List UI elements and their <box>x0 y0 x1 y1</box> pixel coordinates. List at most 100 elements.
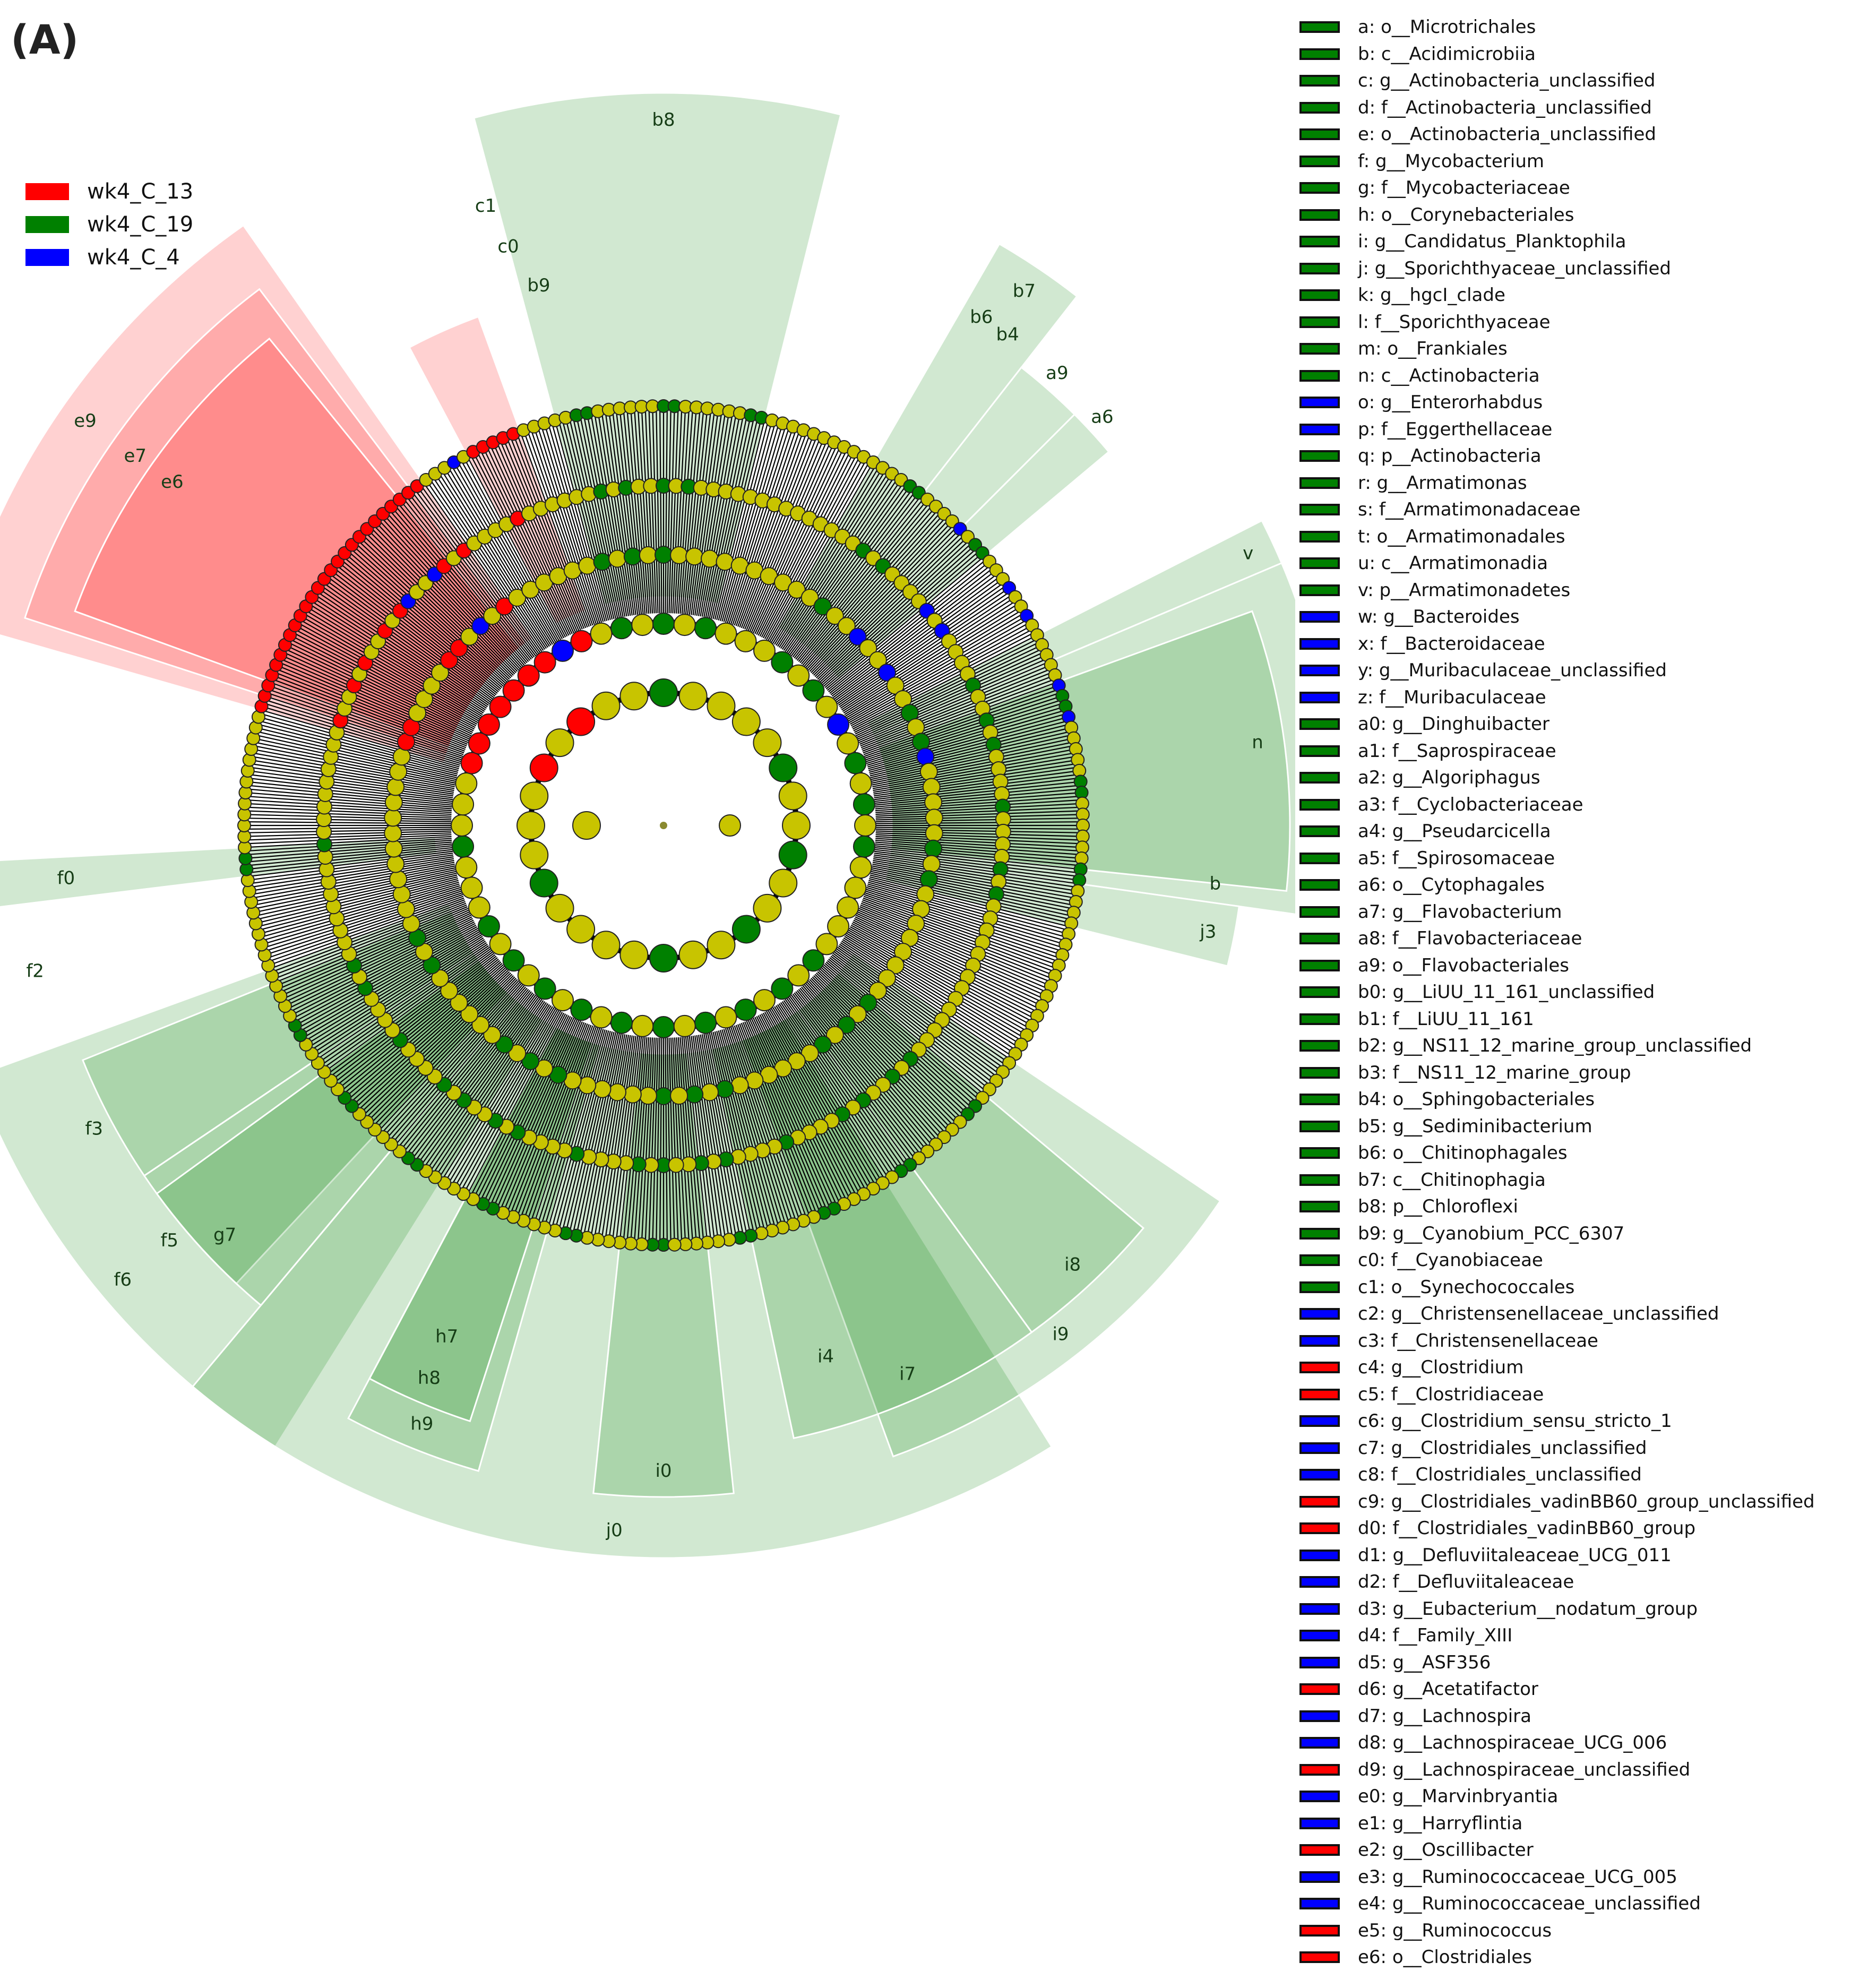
tree-spoke <box>242 853 453 882</box>
clade-node <box>520 781 549 811</box>
clade-node <box>700 549 719 568</box>
taxon-key-label: t: o__Armatimonadales <box>1358 526 1565 547</box>
tree-spoke <box>831 954 1001 1085</box>
taxon-color-swatch <box>1299 182 1340 194</box>
clade-node <box>477 713 500 736</box>
tree-spoke <box>732 1026 803 1227</box>
tree-spoke <box>243 856 454 889</box>
clade-label: b4 <box>996 324 1019 345</box>
taxon-key-label: b6: o__Chitinophagales <box>1358 1142 1568 1164</box>
tree-spoke <box>829 957 996 1090</box>
tree-spoke <box>822 966 982 1107</box>
tree-spoke <box>840 942 1018 1061</box>
clade-node <box>922 855 941 873</box>
tree-spoke <box>749 437 837 632</box>
taxon-color-swatch <box>1299 1013 1340 1025</box>
clade-node <box>655 546 673 564</box>
clade-node <box>849 856 872 879</box>
tree-spoke <box>401 992 533 1161</box>
tree-spoke <box>313 945 489 1067</box>
tree-spoke <box>785 477 908 652</box>
tree-spoke <box>858 659 1055 743</box>
tree-spoke <box>866 701 1070 764</box>
tree-spoke <box>875 821 1088 824</box>
tree-spoke <box>395 495 531 661</box>
taxon-color-swatch <box>1299 450 1340 462</box>
tree-spoke <box>428 1002 547 1180</box>
tree-spoke <box>860 902 1059 982</box>
tree-spoke <box>644 1037 655 1250</box>
taxon-color-swatch <box>1299 1174 1340 1186</box>
tree-spoke <box>806 982 951 1139</box>
tree-spoke <box>730 1026 799 1229</box>
tree-spoke <box>528 1026 597 1229</box>
tree-spoke <box>378 509 522 668</box>
tree-spoke <box>352 535 509 682</box>
tree-spoke <box>582 1034 624 1243</box>
taxon-key-item: a1: f__Saprospiraceae <box>1299 738 1815 765</box>
tree-spoke <box>854 639 1046 733</box>
tree-spoke <box>668 1037 676 1250</box>
taxon-color-swatch <box>1299 1844 1340 1856</box>
tree-spoke <box>771 459 880 643</box>
taxon-key-label: n: c__Actinobacteria <box>1358 365 1540 386</box>
tree-spoke <box>854 918 1046 1012</box>
tree-spoke <box>382 984 523 1144</box>
clade-node <box>516 811 545 840</box>
clade-sector-h8 <box>368 1026 595 1423</box>
clade-node <box>925 808 943 827</box>
clade-node <box>853 793 875 816</box>
tree-spoke <box>768 1010 873 1195</box>
tree-spoke <box>622 402 644 614</box>
clade-node <box>655 1087 673 1105</box>
tree-spoke <box>248 869 456 915</box>
tree-spoke <box>253 715 459 771</box>
tree-spoke <box>345 544 505 685</box>
taxon-key-item: c5: f__Clostridiaceae <box>1299 1381 1815 1408</box>
tree-spoke <box>633 401 650 614</box>
tree-spoke <box>864 892 1067 961</box>
clade-node <box>848 1005 867 1023</box>
tree-spoke <box>670 401 679 614</box>
tree-spoke <box>798 988 934 1154</box>
clade-label: f2 <box>26 960 44 982</box>
tree-spoke <box>698 1035 735 1245</box>
tree-spoke <box>514 1024 590 1224</box>
taxon-color-swatch <box>1299 236 1340 248</box>
tree-spoke <box>771 1008 880 1192</box>
clade-node <box>508 588 527 607</box>
tree-spoke <box>342 964 504 1105</box>
clade-node <box>769 753 798 782</box>
tree-spoke <box>586 1034 626 1243</box>
tree-spoke <box>820 538 977 683</box>
tree-spoke <box>855 642 1047 735</box>
tree-spoke <box>820 968 977 1113</box>
tree-spoke <box>769 1009 876 1194</box>
tree-spoke <box>806 512 951 669</box>
taxon-key-label: b3: f__NS11_12_marine_group <box>1358 1062 1631 1083</box>
taxon-color-swatch <box>1299 316 1340 328</box>
tree-spoke <box>470 446 568 637</box>
tree-spoke <box>786 479 911 653</box>
clade-node <box>678 940 708 969</box>
taxon-key-item: d1: g__Defluviitaleaceae_UCG_011 <box>1299 1542 1815 1569</box>
tree-spoke <box>741 430 820 629</box>
tree-spoke <box>303 600 484 713</box>
clade-node <box>827 713 850 736</box>
tree-spoke <box>477 1016 571 1208</box>
tree-spoke <box>666 401 672 614</box>
taxon-color-swatch <box>1299 1120 1340 1132</box>
taxon-key-item: e1: g__Harryflintia <box>1299 1810 1815 1837</box>
tree-spoke <box>447 1008 556 1192</box>
taxon-color-swatch <box>1299 1201 1340 1213</box>
clade-node <box>552 989 574 1012</box>
tree-spoke <box>721 417 781 622</box>
tree-spoke <box>264 679 464 754</box>
tree-spoke <box>360 974 513 1124</box>
taxon-key-item: e4: g__Ruminococcaceae_unclassified <box>1299 1890 1815 1917</box>
taxon-color-swatch <box>1299 1924 1340 1937</box>
taxon-color-swatch <box>1299 557 1340 570</box>
taxon-key-item: p: f__Eggerthellaceae <box>1299 416 1815 443</box>
tree-spoke <box>268 902 467 982</box>
tree-spoke <box>866 887 1070 950</box>
